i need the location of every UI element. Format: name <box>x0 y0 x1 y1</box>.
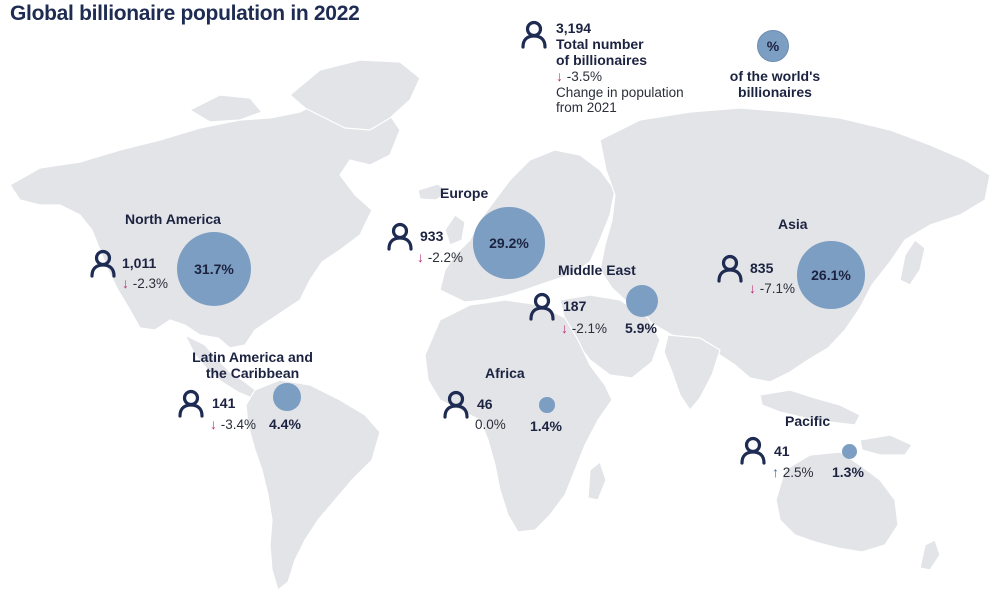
legend-change: ↓ -3.5% <box>556 68 602 84</box>
count-north-america: 1,011 <box>122 255 157 271</box>
asia-landmass <box>599 107 991 383</box>
region-name-africa: Africa <box>485 365 525 381</box>
legend-total-label-1: Total number <box>556 36 644 52</box>
change-north-america: ↓ -2.3% <box>122 275 169 291</box>
person-icon <box>715 253 745 283</box>
legend-pct-label-1: of the world's <box>729 68 821 84</box>
count-europe: 933 <box>420 228 444 244</box>
bubble-latin-america <box>273 383 301 411</box>
change-europe: ↓ -2.2% <box>417 249 464 265</box>
legend-pct-label-2: billionaires <box>738 84 812 100</box>
bubble-pacific <box>841 443 857 459</box>
legend-change-label-2: from 2021 <box>556 100 617 115</box>
person-icon <box>519 19 549 49</box>
person-icon <box>738 435 768 465</box>
person-icon <box>527 291 557 321</box>
pct-latin-america: 4.4% <box>269 416 301 432</box>
pct-middle-east: 5.9% <box>625 320 657 336</box>
legend-change-label-1: Change in population <box>556 85 684 100</box>
bubble-europe: 29.2% <box>473 207 545 279</box>
iceland-landmass <box>417 183 450 201</box>
count-latin-america: 141 <box>212 395 236 411</box>
bubble-africa <box>539 397 555 413</box>
change-middle-east: ↓ -2.1% <box>561 320 608 336</box>
india-landmass <box>663 334 721 412</box>
bubble-asia: 26.1% <box>797 241 865 309</box>
region-name-europe: Europe <box>440 185 489 201</box>
africa-landmass <box>424 299 613 533</box>
region-name-middle-east: Middle East <box>558 262 636 278</box>
pct-pacific: 1.3% <box>832 464 864 480</box>
arctic-islands <box>188 94 264 123</box>
down-arrow-icon: ↓ <box>556 68 563 84</box>
person-icon <box>88 248 118 278</box>
person-icon <box>441 389 471 419</box>
legend-total-label-2: of billionaires <box>556 52 648 68</box>
legend-bubble: % <box>757 30 789 62</box>
legend-total: 3,194 <box>556 20 592 36</box>
region-name-asia: Asia <box>778 216 808 232</box>
madagascar-landmass <box>587 460 607 501</box>
new-zealand-landmass <box>919 539 941 571</box>
se-asia-islands <box>759 389 861 426</box>
new-guinea-landmass <box>859 434 913 456</box>
japan-landmass <box>899 239 926 286</box>
legend-pct-symbol: % <box>766 38 780 54</box>
count-asia: 835 <box>750 260 774 276</box>
uk-landmass <box>444 214 466 246</box>
bubble-north-america: 31.7% <box>177 232 251 306</box>
count-pacific: 41 <box>774 443 790 459</box>
pct-africa: 1.4% <box>530 418 562 434</box>
down-arrow-icon: ↓ <box>417 249 424 265</box>
change-pacific: ↑ 2.5% <box>772 464 814 480</box>
down-arrow-icon: ↓ <box>561 320 568 336</box>
region-name-latin-america: Latin America and the Caribbean <box>192 349 313 381</box>
chart-title: Global billionaire population in 2022 <box>10 2 360 25</box>
change-latin-america: ↓ -3.4% <box>210 416 257 432</box>
person-icon <box>176 388 206 418</box>
greenland-landmass <box>289 59 421 131</box>
region-name-north-america: North America <box>125 211 221 227</box>
person-icon <box>385 221 415 251</box>
count-middle-east: 187 <box>563 298 587 314</box>
count-africa: 46 <box>477 396 493 412</box>
north-america-landmass <box>9 91 401 349</box>
up-arrow-icon: ↑ <box>772 464 779 480</box>
bubble-middle-east <box>626 285 658 317</box>
change-asia: ↓ -7.1% <box>749 280 796 296</box>
south-america-landmass <box>245 379 381 592</box>
legend-change-value: -3.5% <box>566 69 603 84</box>
region-name-pacific: Pacific <box>785 413 831 429</box>
down-arrow-icon: ↓ <box>122 275 129 291</box>
down-arrow-icon: ↓ <box>210 416 217 432</box>
down-arrow-icon: ↓ <box>749 280 756 296</box>
change-africa: 0.0% <box>475 417 506 432</box>
